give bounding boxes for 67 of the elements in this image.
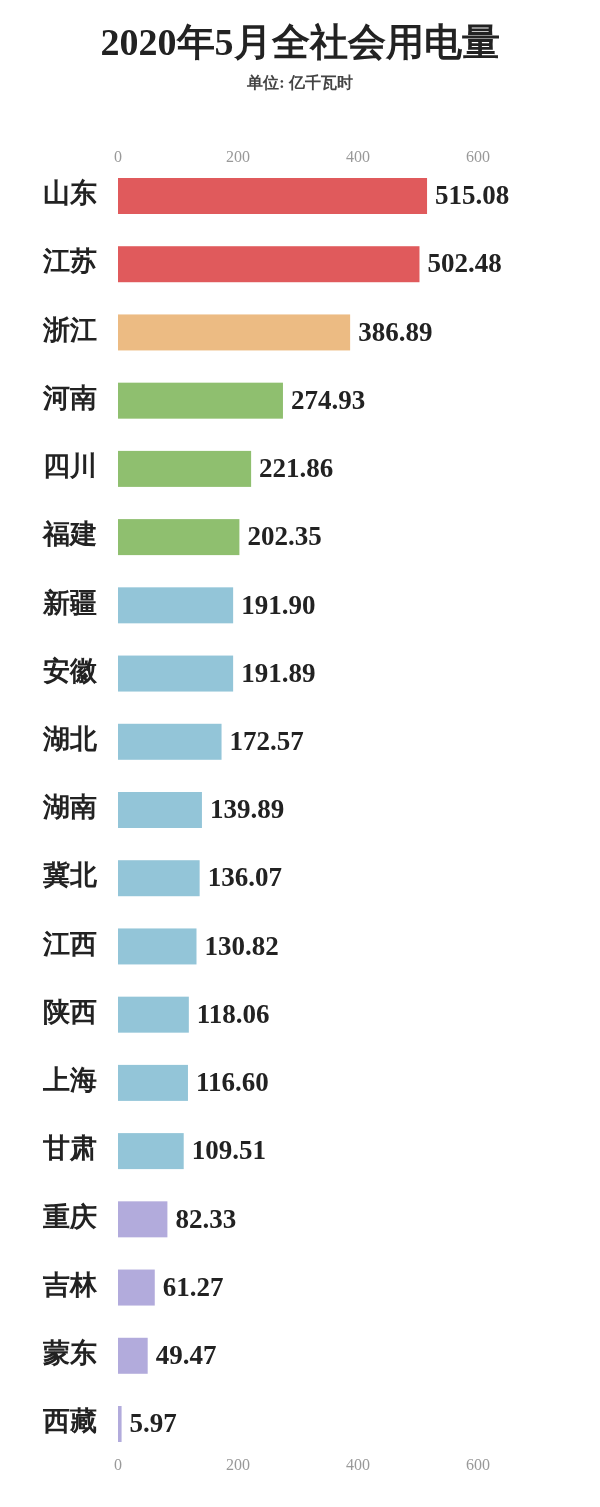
- bar: [118, 519, 240, 556]
- bar: [118, 246, 420, 283]
- y-tick-label: 福建: [41, 519, 97, 550]
- x2-tick-label: 200: [226, 1455, 250, 1473]
- data-label: 109.51: [191, 1135, 266, 1166]
- data-label: 202.35: [247, 521, 322, 552]
- bar: [118, 1269, 155, 1306]
- y-tick-label: 重庆: [42, 1201, 97, 1232]
- data-label: 386.89: [358, 316, 433, 347]
- bar: [118, 1337, 148, 1374]
- data-label: 172.57: [229, 725, 304, 756]
- x-tick-label: 400: [346, 147, 370, 165]
- data-label: 49.47: [155, 1339, 217, 1370]
- bar: [118, 178, 428, 214]
- chart-subtitle: 单位: 亿千瓦时: [246, 73, 353, 91]
- chart-title: 2020年5月全社会用电量: [100, 20, 500, 63]
- y-tick-label: 浙江: [42, 314, 97, 345]
- x-tick-label: 0: [114, 147, 122, 165]
- y-tick-label: 安徽: [43, 655, 98, 686]
- data-label: 502.48: [427, 248, 502, 279]
- data-label: 61.27: [162, 1271, 224, 1302]
- bar: [118, 450, 252, 487]
- bar: [118, 314, 351, 351]
- bar: [118, 1133, 184, 1170]
- data-label: 5.97: [129, 1408, 177, 1439]
- bar: [118, 928, 197, 965]
- bar: [118, 1406, 122, 1442]
- y-tick-label: 冀北: [42, 860, 98, 891]
- y-tick-label: 甘肃: [42, 1133, 97, 1164]
- y-tick-label: 湖北: [42, 723, 98, 754]
- x2-tick-label: 600: [466, 1455, 490, 1473]
- bar: [118, 587, 234, 624]
- bar: [118, 382, 283, 419]
- data-label: 118.06: [196, 998, 270, 1029]
- x-tick-label: 200: [226, 147, 250, 165]
- y-tick-label: 四川: [43, 451, 97, 482]
- y-tick-label: 江西: [42, 928, 97, 959]
- x2-tick-label: 400: [346, 1455, 370, 1473]
- bar: [118, 1201, 168, 1238]
- data-label: 274.93: [290, 384, 366, 415]
- x2-tick-label: 0: [114, 1455, 122, 1473]
- y-tick-label: 江苏: [42, 246, 97, 277]
- bar: [118, 792, 202, 828]
- data-label: 82.33: [175, 1203, 237, 1234]
- data-label: 136.07: [207, 862, 282, 893]
- y-tick-label: 蒙东: [42, 1337, 97, 1368]
- data-label: 515.08: [435, 180, 510, 211]
- data-label: 139.89: [209, 794, 285, 825]
- bar: [118, 723, 222, 760]
- y-tick-label: 湖南: [42, 792, 97, 823]
- bar: [118, 860, 200, 897]
- bar: [118, 996, 189, 1033]
- data-label: 221.86: [259, 453, 334, 484]
- x-tick-label: 600: [466, 147, 490, 165]
- y-tick-label: 吉林: [42, 1269, 98, 1300]
- data-label: 130.82: [204, 930, 279, 961]
- y-tick-label: 陕西: [43, 996, 97, 1027]
- bar: [118, 655, 234, 692]
- y-tick-label: 河南: [42, 382, 97, 413]
- data-label: 116.60: [195, 1067, 269, 1098]
- y-tick-label: 上海: [42, 1065, 97, 1096]
- y-tick-label: 新疆: [42, 587, 97, 618]
- y-tick-label: 西藏: [42, 1406, 97, 1437]
- y-tick-label: 山东: [43, 178, 97, 209]
- bar: [118, 1064, 188, 1101]
- data-label: 191.90: [241, 589, 316, 620]
- data-label: 191.89: [241, 657, 316, 688]
